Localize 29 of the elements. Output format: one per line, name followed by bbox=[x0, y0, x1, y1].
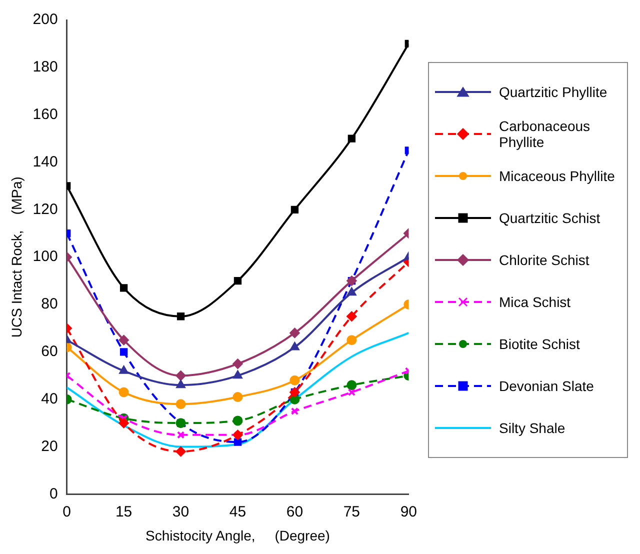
x-axis-title: Schistocity Angle, (Degree) bbox=[146, 527, 330, 544]
x-tick-label: 0 bbox=[62, 503, 71, 520]
legend-label: Silty Shale bbox=[499, 420, 566, 436]
legend-label: Mica Schist bbox=[499, 294, 571, 310]
y-tick-label: 0 bbox=[49, 485, 58, 502]
y-tick-label: 80 bbox=[41, 296, 58, 313]
legend-label: Quartzitic Schist bbox=[499, 210, 600, 226]
legend-label: Biotite Schist bbox=[499, 336, 580, 352]
y-tick-label: 20 bbox=[41, 438, 58, 455]
y-tick-label: 160 bbox=[32, 106, 58, 123]
legend-label: Chlorite Schist bbox=[499, 252, 590, 268]
x-tick-label: 60 bbox=[286, 503, 304, 520]
y-tick-label: 180 bbox=[32, 58, 58, 76]
x-tick-label: 75 bbox=[343, 503, 360, 520]
y-tick-label: 120 bbox=[32, 200, 58, 218]
y-tick-label: 60 bbox=[41, 343, 58, 360]
x-tick-label: 30 bbox=[172, 503, 190, 520]
legend-label: Micaceous Phyllite bbox=[499, 168, 615, 184]
y-axis-title: UCS Intact Rock, (MPa) bbox=[8, 176, 24, 338]
x-tick-label: 15 bbox=[115, 503, 132, 520]
y-tick-label: 40 bbox=[41, 390, 58, 408]
legend-label: Carbonaceous Phyllite bbox=[499, 118, 592, 150]
legend-label: Devonian Slate bbox=[499, 378, 594, 394]
y-tick-label: 100 bbox=[32, 248, 58, 266]
y-tick-label: 140 bbox=[32, 153, 58, 170]
legend-label: Quartzitic Phyllite bbox=[499, 84, 608, 100]
x-tick-label: 90 bbox=[400, 503, 417, 520]
y-tick-label: 200 bbox=[32, 11, 58, 28]
x-tick-label: 45 bbox=[229, 503, 246, 520]
